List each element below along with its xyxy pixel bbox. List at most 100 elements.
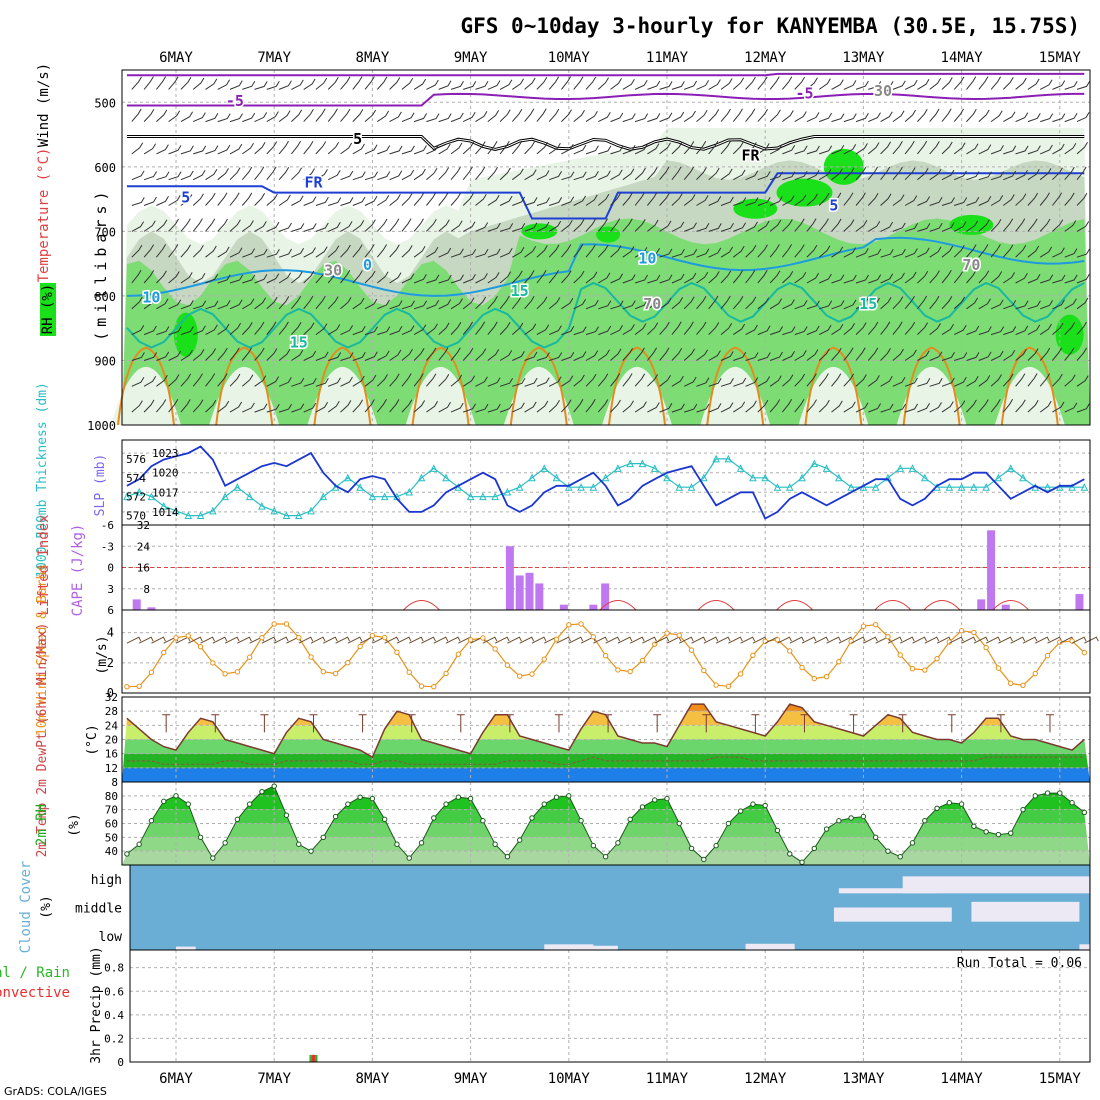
- wind-barb: [794, 300, 808, 310]
- precip-tick-label: 0.8: [104, 962, 124, 975]
- wind-barb: [1015, 77, 1027, 90]
- wind-barb: [917, 350, 930, 361]
- wind-barb: [597, 77, 610, 90]
- wind-barb: [389, 145, 403, 155]
- thickness-point: [945, 483, 954, 491]
- wind-barb: [168, 76, 179, 90]
- wind-barb: [524, 77, 536, 90]
- wind-barb: [548, 399, 560, 413]
- wind-barb: [549, 352, 563, 361]
- temp-contour-15: [126, 281, 1085, 349]
- cape-tick-label: 24: [137, 540, 151, 553]
- wind10-tick-label: 4: [107, 626, 114, 640]
- wind-barb: [745, 221, 758, 232]
- wind-barb: [585, 76, 597, 90]
- rh2m-point: [971, 823, 977, 829]
- cloud-clear-patch: [176, 946, 196, 950]
- wind-barb: [745, 197, 759, 206]
- wind-barb: [794, 244, 805, 258]
- wind-barb: [1015, 112, 1029, 123]
- thickness-point: [638, 459, 647, 468]
- rh2m-tick-label: 80: [105, 790, 118, 803]
- wind-barb: [364, 326, 378, 336]
- wind-barb: [450, 192, 462, 206]
- rh2m-point: [455, 794, 462, 800]
- upper-panel-frame: [121, 69, 1091, 426]
- wind-barb: [536, 142, 548, 155]
- wind-barb: [131, 376, 145, 387]
- pressure-tick-label: 1000: [87, 419, 116, 433]
- wind-barb: [634, 274, 649, 284]
- wind-barb: [450, 402, 464, 413]
- thickness-point: [172, 506, 180, 515]
- wind-barb: [364, 171, 379, 181]
- temp2m-unit-label: (°C): [85, 724, 100, 755]
- wind-barb: [156, 76, 167, 90]
- wind-barb: [229, 80, 243, 90]
- wind-barb: [438, 402, 451, 413]
- wind-barb: [1064, 142, 1077, 155]
- wind-barb: [156, 196, 169, 206]
- cape-bar: [505, 546, 514, 610]
- wind-barb: [904, 109, 917, 122]
- wind-barb: [1015, 349, 1027, 361]
- wind-barb: [512, 247, 525, 258]
- wind10-barb: [261, 636, 277, 644]
- wind-barb: [315, 246, 328, 258]
- wind-barb: [131, 400, 143, 413]
- wind-barb: [1003, 300, 1017, 310]
- wind-barb: [168, 399, 179, 413]
- wind-barb: [880, 248, 894, 258]
- wind-barb: [990, 299, 1004, 310]
- wind-barb: [818, 245, 831, 258]
- wind-barb: [880, 273, 894, 284]
- wind-barb: [843, 401, 856, 413]
- wind-barb: [806, 300, 820, 310]
- wind-barb: [426, 246, 439, 258]
- wind-barb: [831, 373, 842, 387]
- legend-wind: Wind (m/s): [36, 63, 52, 147]
- rh2m-point: [725, 820, 732, 827]
- wind-barb: [990, 350, 1004, 361]
- wind10-barb: [912, 636, 927, 644]
- wind-barb: [193, 300, 207, 310]
- wind-barb: [745, 142, 757, 155]
- wind-barb: [340, 142, 353, 155]
- wind-barb: [598, 300, 612, 310]
- wind-barb: [917, 223, 931, 232]
- wind-barb: [708, 271, 720, 284]
- wind-barb: [156, 244, 167, 258]
- wind-barb: [377, 145, 391, 155]
- wind-barb: [426, 323, 438, 336]
- rh-patch-bright: [521, 223, 558, 240]
- wind10-panel-frame: [121, 609, 1091, 694]
- wind-barb: [794, 111, 807, 123]
- wind10-point: [713, 682, 719, 688]
- cape-bar: [525, 572, 534, 610]
- wind-barb: [536, 170, 550, 181]
- wind10-barb: [445, 636, 461, 644]
- wind-barb: [953, 244, 965, 258]
- wind-barb: [315, 222, 329, 232]
- wind-barb: [622, 113, 636, 123]
- wind-barb: [254, 112, 268, 123]
- wind10-barb: [605, 636, 621, 644]
- wind-barb: [684, 80, 698, 90]
- wind-barb: [941, 169, 955, 181]
- wind-barb: [573, 374, 585, 387]
- wind-barb: [917, 196, 931, 206]
- rh2m-point: [811, 845, 817, 852]
- wind-barb: [831, 400, 843, 413]
- wind-barb: [180, 244, 191, 258]
- wind-barb: [499, 377, 514, 387]
- wind10-point: [823, 673, 830, 680]
- wind-barb: [340, 197, 354, 206]
- wind10-barb: [642, 636, 657, 644]
- wind-barb: [610, 218, 621, 232]
- wind-barb: [266, 193, 278, 206]
- rh2m-point: [848, 815, 854, 821]
- wind-barb: [561, 298, 574, 310]
- precip-conv-bar: [311, 1054, 315, 1062]
- wind-barb: [303, 140, 314, 155]
- rh2m-point: [406, 855, 412, 861]
